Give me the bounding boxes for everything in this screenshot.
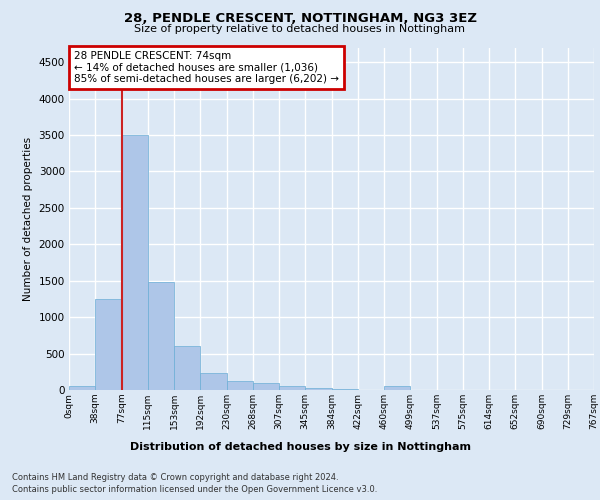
Bar [121,135,148,390]
Bar [69,386,95,390]
Text: Contains public sector information licensed under the Open Government Licence v3: Contains public sector information licen… [12,485,377,494]
Bar [200,372,227,390]
Bar [227,380,253,390]
Bar [279,386,305,390]
Text: 28 PENDLE CRESCENT: 74sqm
← 14% of detached houses are smaller (1,036)
85% of se: 28 PENDLE CRESCENT: 74sqm ← 14% of detac… [74,51,339,84]
Text: Distribution of detached houses by size in Nottingham: Distribution of detached houses by size … [130,442,470,452]
Y-axis label: Number of detached properties: Number of detached properties [23,136,33,301]
Text: 28, PENDLE CRESCENT, NOTTINGHAM, NG3 3EZ: 28, PENDLE CRESCENT, NOTTINGHAM, NG3 3EZ [124,12,476,26]
Bar [253,384,279,390]
Bar [95,299,121,390]
Bar [174,346,200,390]
Bar [148,282,174,390]
Text: Size of property relative to detached houses in Nottingham: Size of property relative to detached ho… [134,24,466,34]
Text: Contains HM Land Registry data © Crown copyright and database right 2024.: Contains HM Land Registry data © Crown c… [12,472,338,482]
Bar [384,386,410,390]
Bar [305,388,331,390]
